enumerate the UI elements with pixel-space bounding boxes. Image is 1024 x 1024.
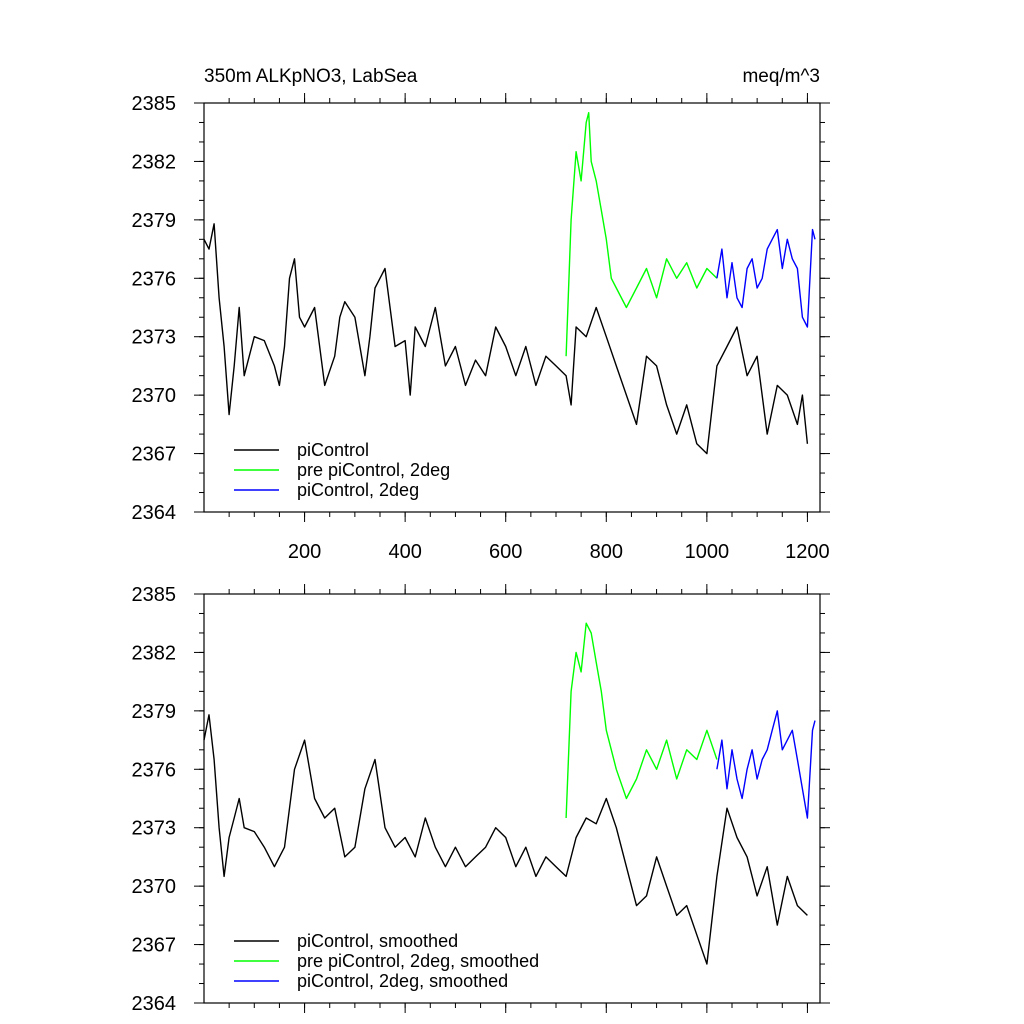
legend-label: piControl, 2deg — [297, 480, 419, 500]
legend-label: piControl, smoothed — [297, 931, 458, 951]
x-tick-label: 200 — [288, 541, 321, 563]
bottom-plot-frame — [203, 593, 821, 1004]
legend-label: pre piControl, 2deg, smoothed — [297, 951, 539, 971]
x-tick-label: 800 — [590, 541, 623, 563]
x-tick-label: 400 — [388, 541, 421, 563]
legend-label: piControl — [297, 440, 369, 460]
y-tick-label: 2376 — [132, 268, 177, 290]
y-tick-label: 2370 — [132, 385, 177, 407]
series-line-2 — [565, 622, 718, 819]
legend-label: piControl, 2deg, smoothed — [297, 971, 508, 991]
y-tick-label: 2364 — [132, 502, 177, 524]
y-tick-label: 2385 — [132, 93, 177, 115]
y-tick-label: 2364 — [132, 993, 177, 1015]
top-panel: 350m ALKpNO3, LabSea meq/m^3 200 400 600 80… — [132, 66, 830, 563]
y-tick-label: 2376 — [132, 759, 177, 781]
series-line-2 — [565, 111, 718, 357]
y-tick-label: 2367 — [132, 444, 177, 466]
bottom-axes-ticks: 2364 2367 2370 2373 2376 2379 2382 2385 — [132, 584, 830, 1015]
series-line-3 — [716, 710, 816, 819]
y-tick-label: 2379 — [132, 210, 177, 232]
bottom-plot-series — [203, 622, 816, 965]
series-line-3 — [716, 228, 816, 328]
y-tick-label: 2373 — [132, 818, 177, 840]
x-tick-label: 1000 — [685, 541, 730, 563]
bottom-panel: 2364 2367 2370 2373 2376 2379 2382 2385 piContr… — [132, 584, 830, 1015]
y-tick-label: 2373 — [132, 327, 177, 349]
chart-units: meq/m^3 — [742, 66, 820, 87]
x-tick-label: 600 — [489, 541, 522, 563]
legend-label: pre piControl, 2deg — [297, 460, 450, 480]
y-tick-label: 2382 — [132, 642, 177, 664]
y-tick-label: 2367 — [132, 935, 177, 957]
y-tick-label: 2385 — [132, 584, 177, 606]
y-tick-label: 2379 — [132, 701, 177, 723]
top-plot-series — [203, 111, 816, 455]
y-tick-label: 2382 — [132, 151, 177, 173]
x-tick-label: 1200 — [785, 541, 830, 563]
y-tick-label: 2370 — [132, 876, 177, 898]
series-line-1 — [203, 714, 808, 965]
top-axes-ticks: 200 400 600 800 1000 1200 2364 2367 2370 2373 2376… — [132, 93, 830, 563]
chart-title: 350m ALKpNO3, LabSea — [204, 66, 418, 87]
top-plot-frame — [203, 102, 821, 513]
series-line-1 — [203, 223, 809, 455]
